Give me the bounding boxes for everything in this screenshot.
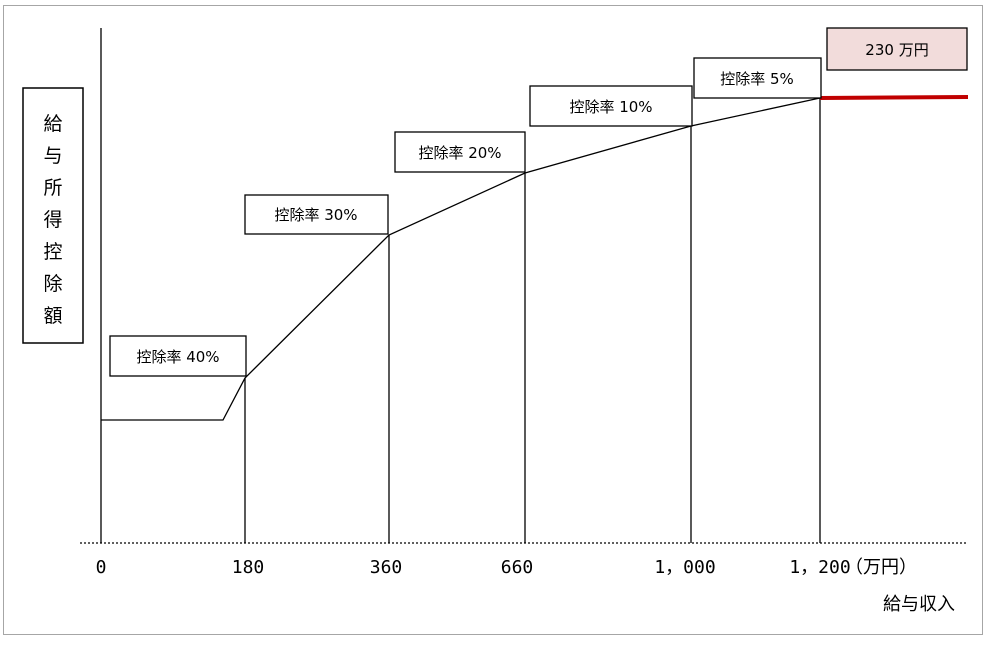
svg-text:控除率 20%: 控除率 20% — [418, 144, 501, 162]
x-tick-180: 180 — [232, 557, 265, 578]
x-tick-0: 0 — [96, 557, 107, 578]
x-axis-title: 給与収入 — [883, 594, 955, 615]
rate-label-5: 控除率 5% — [693, 57, 822, 99]
rate-label-20: 控除率 20% — [394, 131, 526, 173]
x-tick-360: 360 — [370, 557, 403, 578]
svg-text:控除率 40%: 控除率 40% — [136, 348, 219, 366]
x-unit-label: （万円） — [845, 557, 917, 578]
rate-label-10: 控除率 10% — [529, 85, 693, 127]
rate-label-30: 控除率 30% — [244, 194, 389, 235]
y-axis-title: 給与所得控除額 — [43, 113, 62, 327]
y-axis-label: 給与所得控除額 — [22, 87, 84, 344]
cap-label: 230 万円 — [826, 27, 968, 71]
svg-text:控除率 30%: 控除率 30% — [274, 206, 357, 224]
rate-label-40: 控除率 40% — [109, 335, 247, 377]
svg-text:控除率 5%: 控除率 5% — [720, 70, 794, 88]
svg-text:控除率 10%: 控除率 10% — [569, 98, 652, 116]
svg-text:230 万円: 230 万円 — [865, 41, 928, 59]
x-tick-1200: 1，200 — [789, 557, 850, 578]
x-tick-660: 660 — [501, 557, 534, 578]
cap-line — [819, 95, 969, 100]
x-tick-1000: 1，000 — [654, 557, 715, 578]
